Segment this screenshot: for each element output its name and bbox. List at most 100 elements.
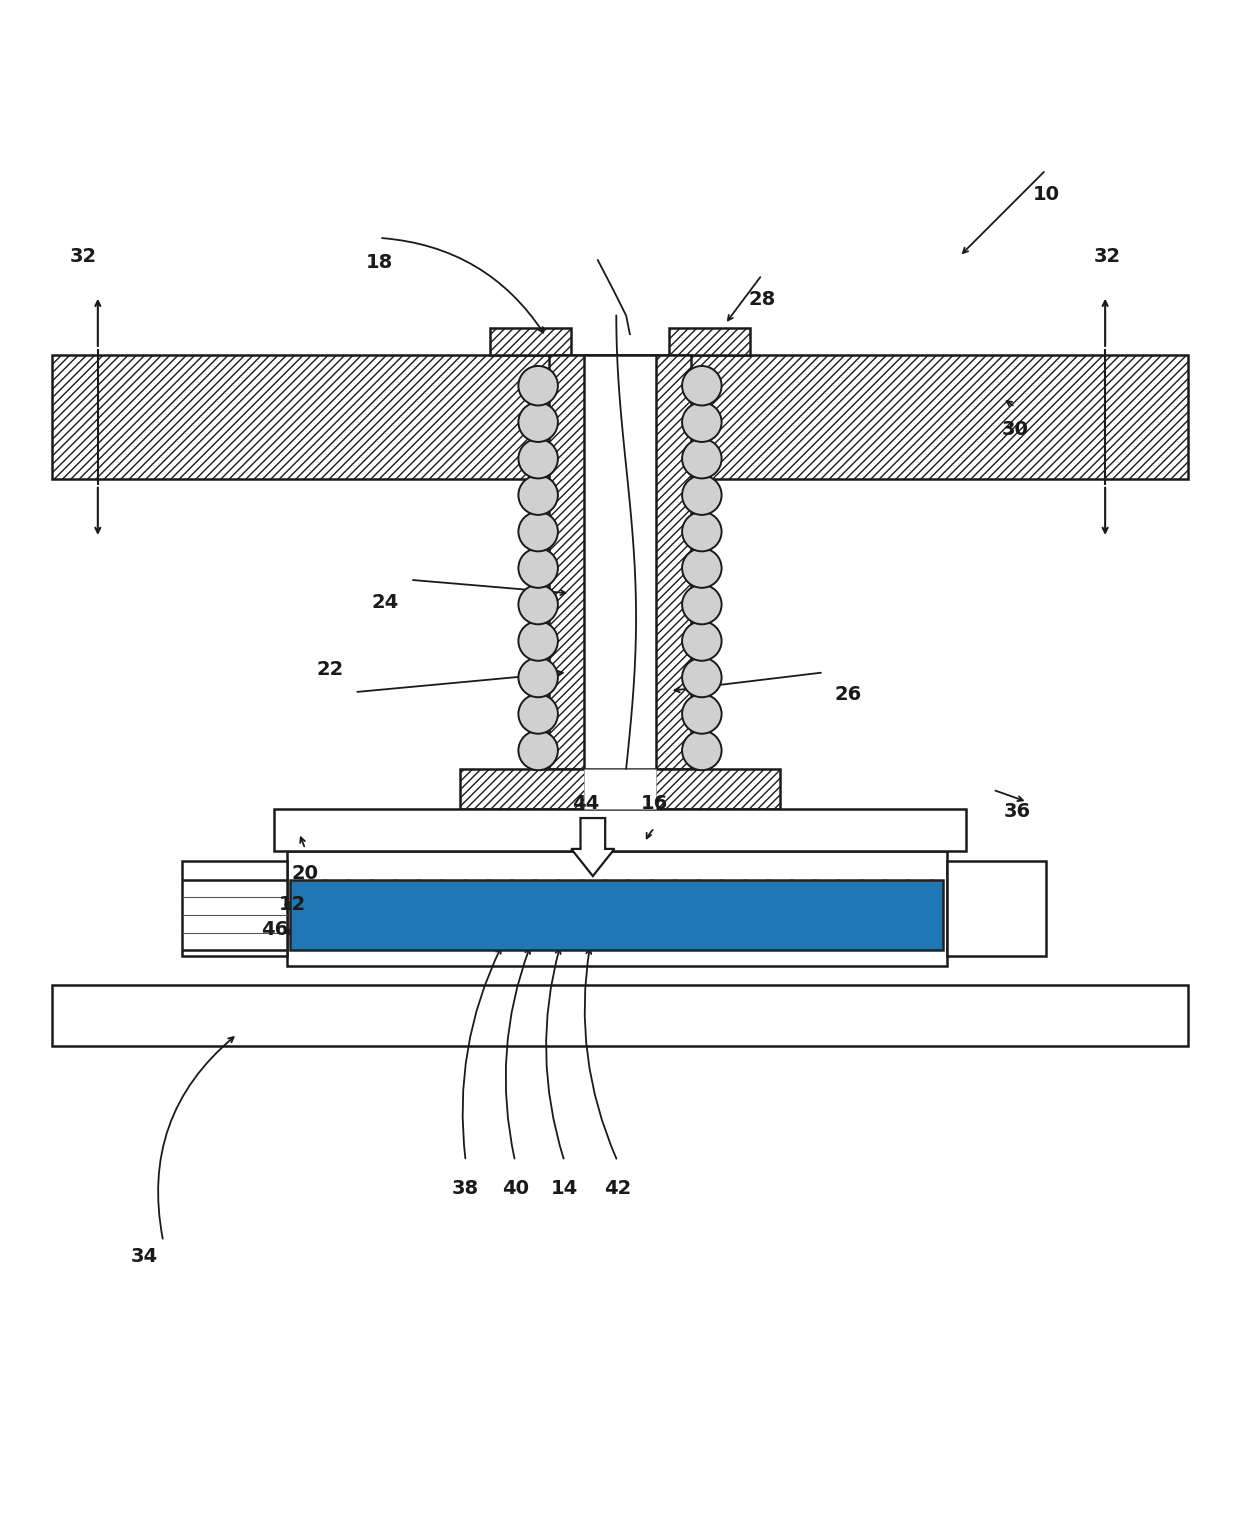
Circle shape xyxy=(298,932,308,942)
Circle shape xyxy=(880,932,890,942)
Circle shape xyxy=(460,915,470,924)
Bar xyxy=(182,862,286,956)
Bar xyxy=(274,810,966,851)
Text: 10: 10 xyxy=(1033,185,1059,204)
Circle shape xyxy=(682,730,722,770)
Circle shape xyxy=(518,439,558,479)
Circle shape xyxy=(484,932,494,942)
Bar xyxy=(584,769,656,810)
Circle shape xyxy=(298,915,308,924)
Circle shape xyxy=(460,932,470,942)
Circle shape xyxy=(518,366,558,406)
Circle shape xyxy=(298,897,308,907)
Circle shape xyxy=(484,897,494,907)
Circle shape xyxy=(367,897,377,907)
Circle shape xyxy=(647,880,657,889)
Circle shape xyxy=(926,880,936,889)
Circle shape xyxy=(518,584,558,624)
Circle shape xyxy=(436,880,446,889)
Circle shape xyxy=(484,915,494,924)
Circle shape xyxy=(857,897,867,907)
Bar xyxy=(290,933,944,941)
Circle shape xyxy=(857,915,867,924)
Bar xyxy=(584,355,656,769)
Text: 44: 44 xyxy=(572,793,599,813)
Circle shape xyxy=(693,897,703,907)
Bar xyxy=(52,355,1188,479)
Circle shape xyxy=(624,932,634,942)
Circle shape xyxy=(682,657,722,697)
Circle shape xyxy=(624,897,634,907)
Text: 22: 22 xyxy=(316,660,343,680)
Circle shape xyxy=(880,880,890,889)
Circle shape xyxy=(682,621,722,660)
Circle shape xyxy=(787,897,797,907)
Bar xyxy=(290,889,944,897)
Circle shape xyxy=(682,403,722,442)
Circle shape xyxy=(671,897,681,907)
Circle shape xyxy=(671,880,681,889)
Circle shape xyxy=(787,932,797,942)
Circle shape xyxy=(320,915,330,924)
Circle shape xyxy=(391,932,401,942)
Circle shape xyxy=(671,932,681,942)
Circle shape xyxy=(717,880,727,889)
Circle shape xyxy=(414,897,424,907)
Circle shape xyxy=(624,880,634,889)
Circle shape xyxy=(518,549,558,587)
Bar xyxy=(52,985,1188,1046)
Circle shape xyxy=(600,880,610,889)
Circle shape xyxy=(693,915,703,924)
Bar xyxy=(290,880,944,889)
Bar xyxy=(290,897,944,906)
Circle shape xyxy=(810,880,820,889)
Circle shape xyxy=(904,880,914,889)
Bar xyxy=(290,915,944,924)
Circle shape xyxy=(343,880,353,889)
Circle shape xyxy=(740,915,750,924)
Circle shape xyxy=(391,897,401,907)
Circle shape xyxy=(507,932,517,942)
Circle shape xyxy=(414,880,424,889)
Circle shape xyxy=(436,932,446,942)
Circle shape xyxy=(647,897,657,907)
Circle shape xyxy=(531,915,541,924)
Circle shape xyxy=(600,897,610,907)
Circle shape xyxy=(554,932,563,942)
Circle shape xyxy=(717,897,727,907)
Circle shape xyxy=(320,897,330,907)
Circle shape xyxy=(682,366,722,406)
Circle shape xyxy=(518,512,558,552)
Circle shape xyxy=(343,897,353,907)
Circle shape xyxy=(391,880,401,889)
Circle shape xyxy=(343,915,353,924)
Text: 36: 36 xyxy=(1004,802,1030,822)
Circle shape xyxy=(787,915,797,924)
Circle shape xyxy=(787,880,797,889)
Circle shape xyxy=(484,880,494,889)
Bar xyxy=(490,328,570,355)
Circle shape xyxy=(880,915,890,924)
Circle shape xyxy=(577,932,587,942)
Circle shape xyxy=(810,932,820,942)
Bar xyxy=(290,941,944,950)
Circle shape xyxy=(904,932,914,942)
Circle shape xyxy=(577,880,587,889)
FancyArrow shape xyxy=(572,817,615,875)
Circle shape xyxy=(717,915,727,924)
Circle shape xyxy=(764,932,774,942)
Circle shape xyxy=(764,897,774,907)
Text: 16: 16 xyxy=(641,793,668,813)
Circle shape xyxy=(810,915,820,924)
Circle shape xyxy=(600,932,610,942)
Text: 26: 26 xyxy=(835,685,862,705)
Circle shape xyxy=(810,897,820,907)
Circle shape xyxy=(624,915,634,924)
Circle shape xyxy=(414,915,424,924)
Text: 32: 32 xyxy=(1094,247,1121,265)
Text: 20: 20 xyxy=(291,865,319,883)
Bar xyxy=(290,880,944,950)
Circle shape xyxy=(740,880,750,889)
Text: 28: 28 xyxy=(748,290,775,310)
Circle shape xyxy=(682,549,722,587)
